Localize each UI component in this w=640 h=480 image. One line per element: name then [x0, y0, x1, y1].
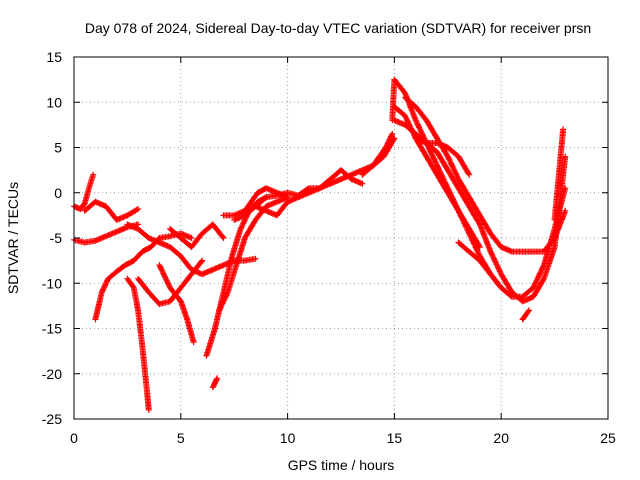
series-markers — [92, 230, 195, 323]
series-arc-19 — [402, 94, 569, 255]
series-markers — [412, 135, 569, 305]
chart-title: Day 078 of 2024, Sidereal Day-to-day VTE… — [85, 20, 591, 36]
x-tick-label: 5 — [177, 430, 185, 446]
series-arc-24 — [551, 126, 567, 223]
series-markers — [252, 167, 366, 219]
series-markers — [156, 262, 197, 346]
series-arc-9 — [167, 221, 227, 251]
series-arc-7 — [81, 198, 142, 223]
series-arc-4 — [124, 275, 152, 413]
y-tick-label: -15 — [42, 321, 62, 337]
x-tick-label: 10 — [280, 430, 296, 446]
y-tick-label: 10 — [46, 94, 62, 110]
series-markers — [167, 221, 227, 251]
x-tick-label: 20 — [493, 430, 509, 446]
y-tick-label: -5 — [50, 230, 63, 246]
series-arc-22 — [455, 239, 505, 291]
series-markers — [402, 94, 569, 255]
series-arc-15 — [252, 167, 366, 219]
series-arc-16 — [359, 130, 396, 178]
series-markers — [519, 307, 532, 323]
series-markers — [455, 239, 505, 291]
series-markers — [81, 198, 142, 223]
series-arc-21 — [412, 135, 569, 305]
series-arc-3 — [92, 230, 195, 323]
series-markers — [124, 275, 152, 413]
series-markers — [551, 126, 567, 223]
series-markers — [359, 130, 396, 178]
axis-ticks: 0 5 10 15 20 25 -25 -20 -15 -10 -5 0 5 10 15 — [42, 49, 616, 446]
series-markers — [231, 135, 398, 223]
x-axis-label: GPS time / hours — [288, 457, 395, 473]
series-arc-23 — [519, 307, 532, 323]
x-tick-label: 0 — [70, 430, 78, 446]
y-tick-label: -20 — [42, 366, 62, 382]
y-tick-label: 0 — [54, 185, 62, 201]
y-tick-label: -10 — [42, 275, 62, 291]
series-arc-25 — [389, 76, 398, 124]
series-arc-11 — [209, 375, 221, 391]
y-tick-label: 5 — [54, 140, 62, 156]
y-axis-label: SDTVAR / TECUs — [5, 182, 21, 294]
series-arc-6 — [156, 262, 197, 346]
series-arc-14 — [231, 135, 398, 223]
y-tick-label: 15 — [46, 49, 62, 65]
grid — [74, 57, 608, 419]
x-tick-label: 25 — [600, 430, 616, 446]
series-markers — [389, 76, 398, 124]
series-markers — [209, 375, 221, 391]
data-marks — [71, 76, 569, 413]
x-tick-label: 15 — [387, 430, 403, 446]
y-tick-label: -25 — [42, 411, 62, 427]
